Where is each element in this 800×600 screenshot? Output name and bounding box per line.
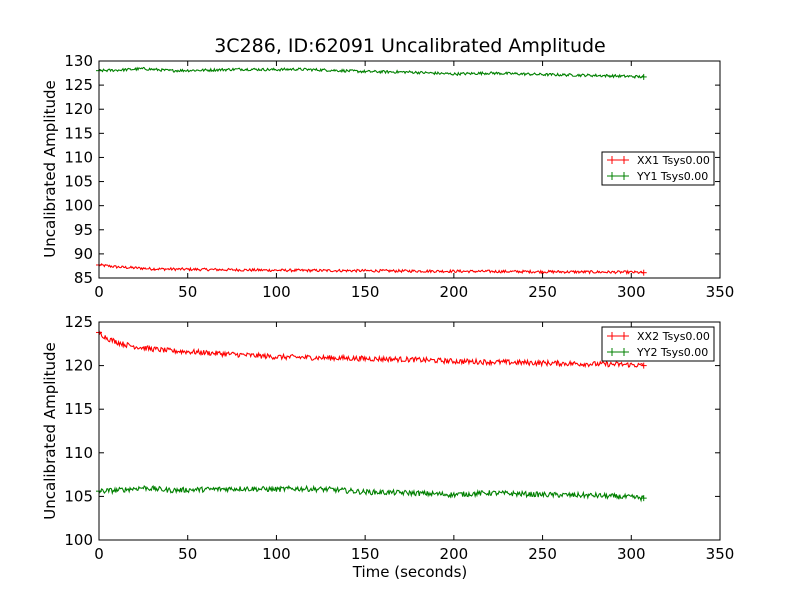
- plot-frame: [98, 321, 721, 541]
- y-tick-label: 115: [64, 400, 93, 418]
- x-tick-label: 150: [351, 545, 380, 563]
- legend-box: [601, 151, 715, 186]
- legend-label-yy2: YY2 Tsys0.00: [636, 346, 708, 359]
- x-tick-label: 0: [94, 545, 104, 563]
- x-tick-label: 100: [262, 545, 291, 563]
- legend-label-xx2: XX2 Tsys0.00: [637, 330, 710, 343]
- y-tick-label: 110: [64, 148, 93, 166]
- y-tick-label: 105: [64, 487, 93, 505]
- subplot-bottom: 0 50 100 150 200 250 300 350100105110115120125 …: [41, 313, 734, 581]
- y-tick-label: 100: [64, 531, 93, 549]
- legend: XX1 Tsys0.00 YY1 Tsys0.00: [601, 151, 715, 186]
- x-tick-label: 350: [706, 283, 735, 301]
- legend-label-xx1: XX1 Tsys0.00: [637, 154, 710, 167]
- x-tick-label: 250: [528, 545, 557, 563]
- x-tick-label: 100: [262, 283, 291, 301]
- x-tick-label: 300: [617, 283, 646, 301]
- y-tick-label: 100: [64, 197, 93, 215]
- x-tick-label: 50: [178, 545, 197, 563]
- y-tick-label: 120: [64, 357, 93, 375]
- x-tick-label: 200: [440, 283, 469, 301]
- y-tick-label: 125: [64, 313, 93, 331]
- series-line-yy2: [98, 484, 645, 503]
- y-tick-label: 90: [74, 245, 93, 263]
- x-tick-label: 150: [351, 283, 380, 301]
- y-axis-label: Uncalibrated Amplitude: [41, 80, 59, 257]
- x-axis-label: Time (seconds): [352, 563, 468, 581]
- series-line-yy1: [98, 66, 644, 79]
- y-tick-label: 85: [74, 269, 93, 287]
- x-tick-label: 50: [178, 283, 197, 301]
- y-tick-label: 110: [64, 444, 93, 462]
- legend-label-yy1: YY1 Tsys0.00: [636, 170, 708, 183]
- series-line-xx1: [98, 263, 644, 276]
- plot-frame: [98, 60, 721, 279]
- y-tick-label: 130: [64, 52, 93, 70]
- tick-group: 0 50 100 150 200 250 300 350 85 90 95 100 105 110 115 1…: [64, 52, 734, 301]
- legend: XX2 Tsys0.00 YY2 Tsys0.00: [601, 326, 715, 362]
- chart-title: 3C286, ID:62091 Uncalibrated Amplitude: [214, 35, 606, 57]
- y-tick-label: 120: [64, 100, 93, 118]
- legend-box: [601, 326, 715, 362]
- x-tick-label: 300: [617, 545, 646, 563]
- x-tick-label: 200: [440, 545, 469, 563]
- y-tick-label: 105: [64, 173, 93, 191]
- tick-group: 0 50 100 150 200 250 300 350 100 105 110 115 120 125: [64, 313, 734, 563]
- subplot-top: 3C286, ID:62091 Uncalibrated Amplitude 0…: [41, 35, 734, 301]
- y-tick-label: 95: [74, 221, 93, 239]
- y-tick-label: 125: [64, 76, 93, 94]
- y-tick-label: 115: [64, 124, 93, 142]
- x-tick-label: 350: [706, 545, 735, 563]
- x-tick-label: 0: [94, 283, 104, 301]
- x-tick-label: 250: [528, 283, 557, 301]
- series-group: [96, 66, 647, 276]
- series-line-xx2: [98, 330, 644, 369]
- y-axis-label: Uncalibrated Amplitude: [41, 342, 59, 519]
